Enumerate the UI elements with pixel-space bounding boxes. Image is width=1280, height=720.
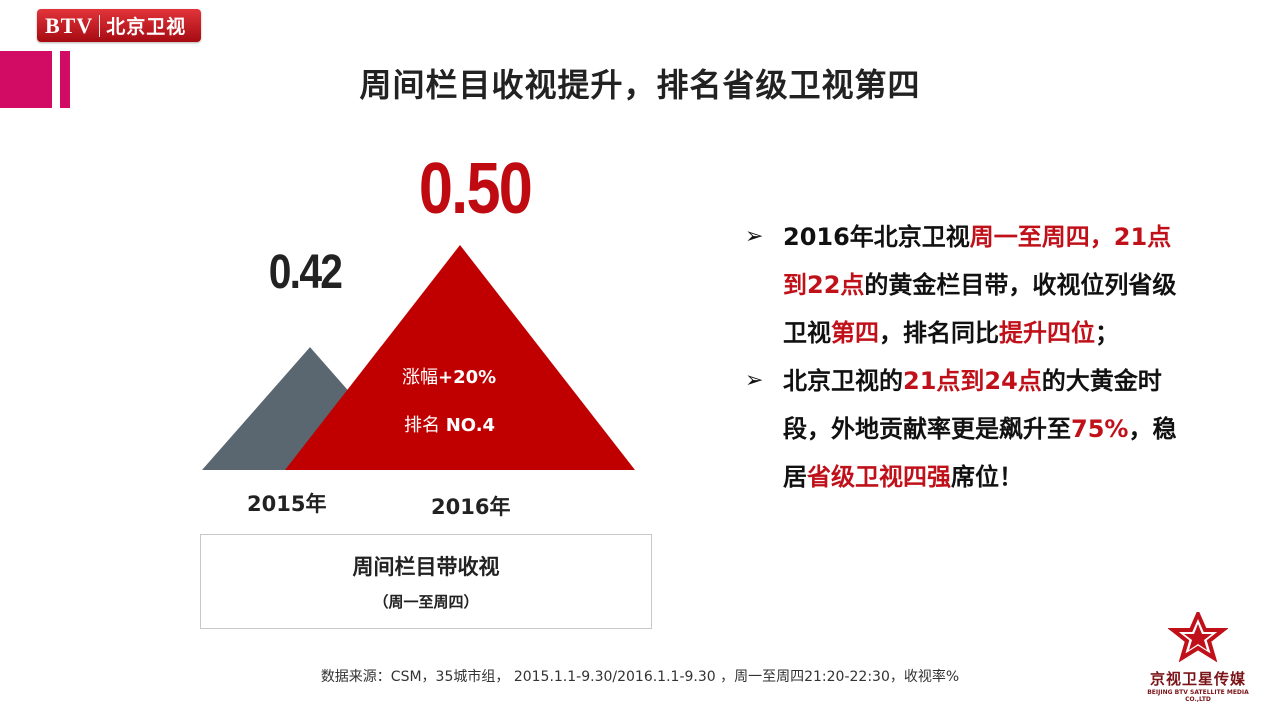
bullet-highlight: 21点到24点 [903, 367, 1042, 395]
chart-svg [202, 245, 635, 470]
bullet-text: 的大黄金时段，外地贡献率更是飙升至 [783, 367, 1162, 443]
chart-caption-subtitle: （周一至周四） [373, 593, 479, 611]
gain-label: 涨幅 [402, 367, 438, 388]
logo-divider [99, 14, 101, 37]
triangle-chart: 0.42 0.50 涨幅+20% 排名 NO.4 2015年 2016年 [190, 140, 660, 530]
page-title: 周间栏目收视提升，排名省级卫视第四 [359, 66, 921, 104]
accent-bar-thin [60, 51, 70, 108]
bullet-text: 席位！ [951, 463, 1023, 491]
chart-caption-box: 周间栏目带收视 （周一至周四） [200, 534, 652, 629]
rank-annotation: 排名 NO.4 [404, 411, 495, 437]
arrow-bullet-icon: ➢ [745, 368, 764, 393]
logo-chinese: 北京卫视 [106, 16, 187, 38]
bullet-highlight: 周一至周四， [969, 223, 1114, 251]
btv-logo: BTV 北京卫视 [37, 9, 201, 42]
category-label-2016: 2016年 [431, 495, 511, 519]
bullet-highlight: 75% [1071, 415, 1129, 443]
data-source-note: 数据来源：CSM，35城市组， 2015.1.1-9.30/2016.1.1-9… [320, 669, 960, 685]
bullet-highlight: 提升四位 [999, 319, 1095, 347]
logo-latin: BTV [45, 12, 94, 38]
media-company-logo: 京视卫星传媒 BEIJING BTV SATELLITE MEDIA CO.,L… [1138, 609, 1258, 703]
bullet-highlight: 第四 [831, 319, 879, 347]
bullet-text: ，稳居 [783, 415, 1177, 491]
company-name-english: BEIJING BTV SATELLITE MEDIA CO.,LTD [1147, 689, 1249, 703]
bullet-text: ； [1095, 319, 1119, 347]
gain-annotation: 涨幅+20% [402, 363, 496, 389]
gain-value: +20% [438, 367, 497, 388]
accent-bar [0, 51, 52, 108]
bullet-item: ➢ 2016年北京卫视周一至周四，21点到22点的黄金栏目带，收视位列省级卫视第… [745, 213, 1185, 357]
bullet-text: ，排名同比 [879, 319, 999, 347]
arrow-bullet-icon: ➢ [745, 224, 764, 249]
bullet-highlight: 21点到22点 [783, 223, 1172, 299]
rank-label: 排名 [404, 415, 440, 436]
triangle-2016 [285, 245, 635, 470]
value-label-2015: 0.42 [268, 246, 343, 299]
bullet-item: ➢ 北京卫视的21点到24点的大黄金时段，外地贡献率更是飙升至75%，稳居省级卫… [745, 357, 1185, 501]
bullet-text: 北京卫视的 [783, 367, 903, 395]
chart-caption-title: 周间栏目带收视 [352, 555, 500, 579]
category-label-2015: 2015年 [247, 492, 327, 516]
bullet-text: 的黄金栏目带，收视位列省级卫视 [783, 271, 1177, 347]
star-emblem-icon [1167, 609, 1229, 663]
bullet-list: ➢ 2016年北京卫视周一至周四，21点到22点的黄金栏目带，收视位列省级卫视第… [745, 213, 1185, 501]
rank-value: NO.4 [445, 415, 496, 436]
bullet-text: 2016年北京卫视 [783, 223, 970, 251]
bullet-highlight: 省级卫视四强 [807, 463, 951, 491]
company-name: 京视卫星传媒 [1149, 670, 1246, 688]
value-label-2016: 0.50 [418, 149, 533, 229]
